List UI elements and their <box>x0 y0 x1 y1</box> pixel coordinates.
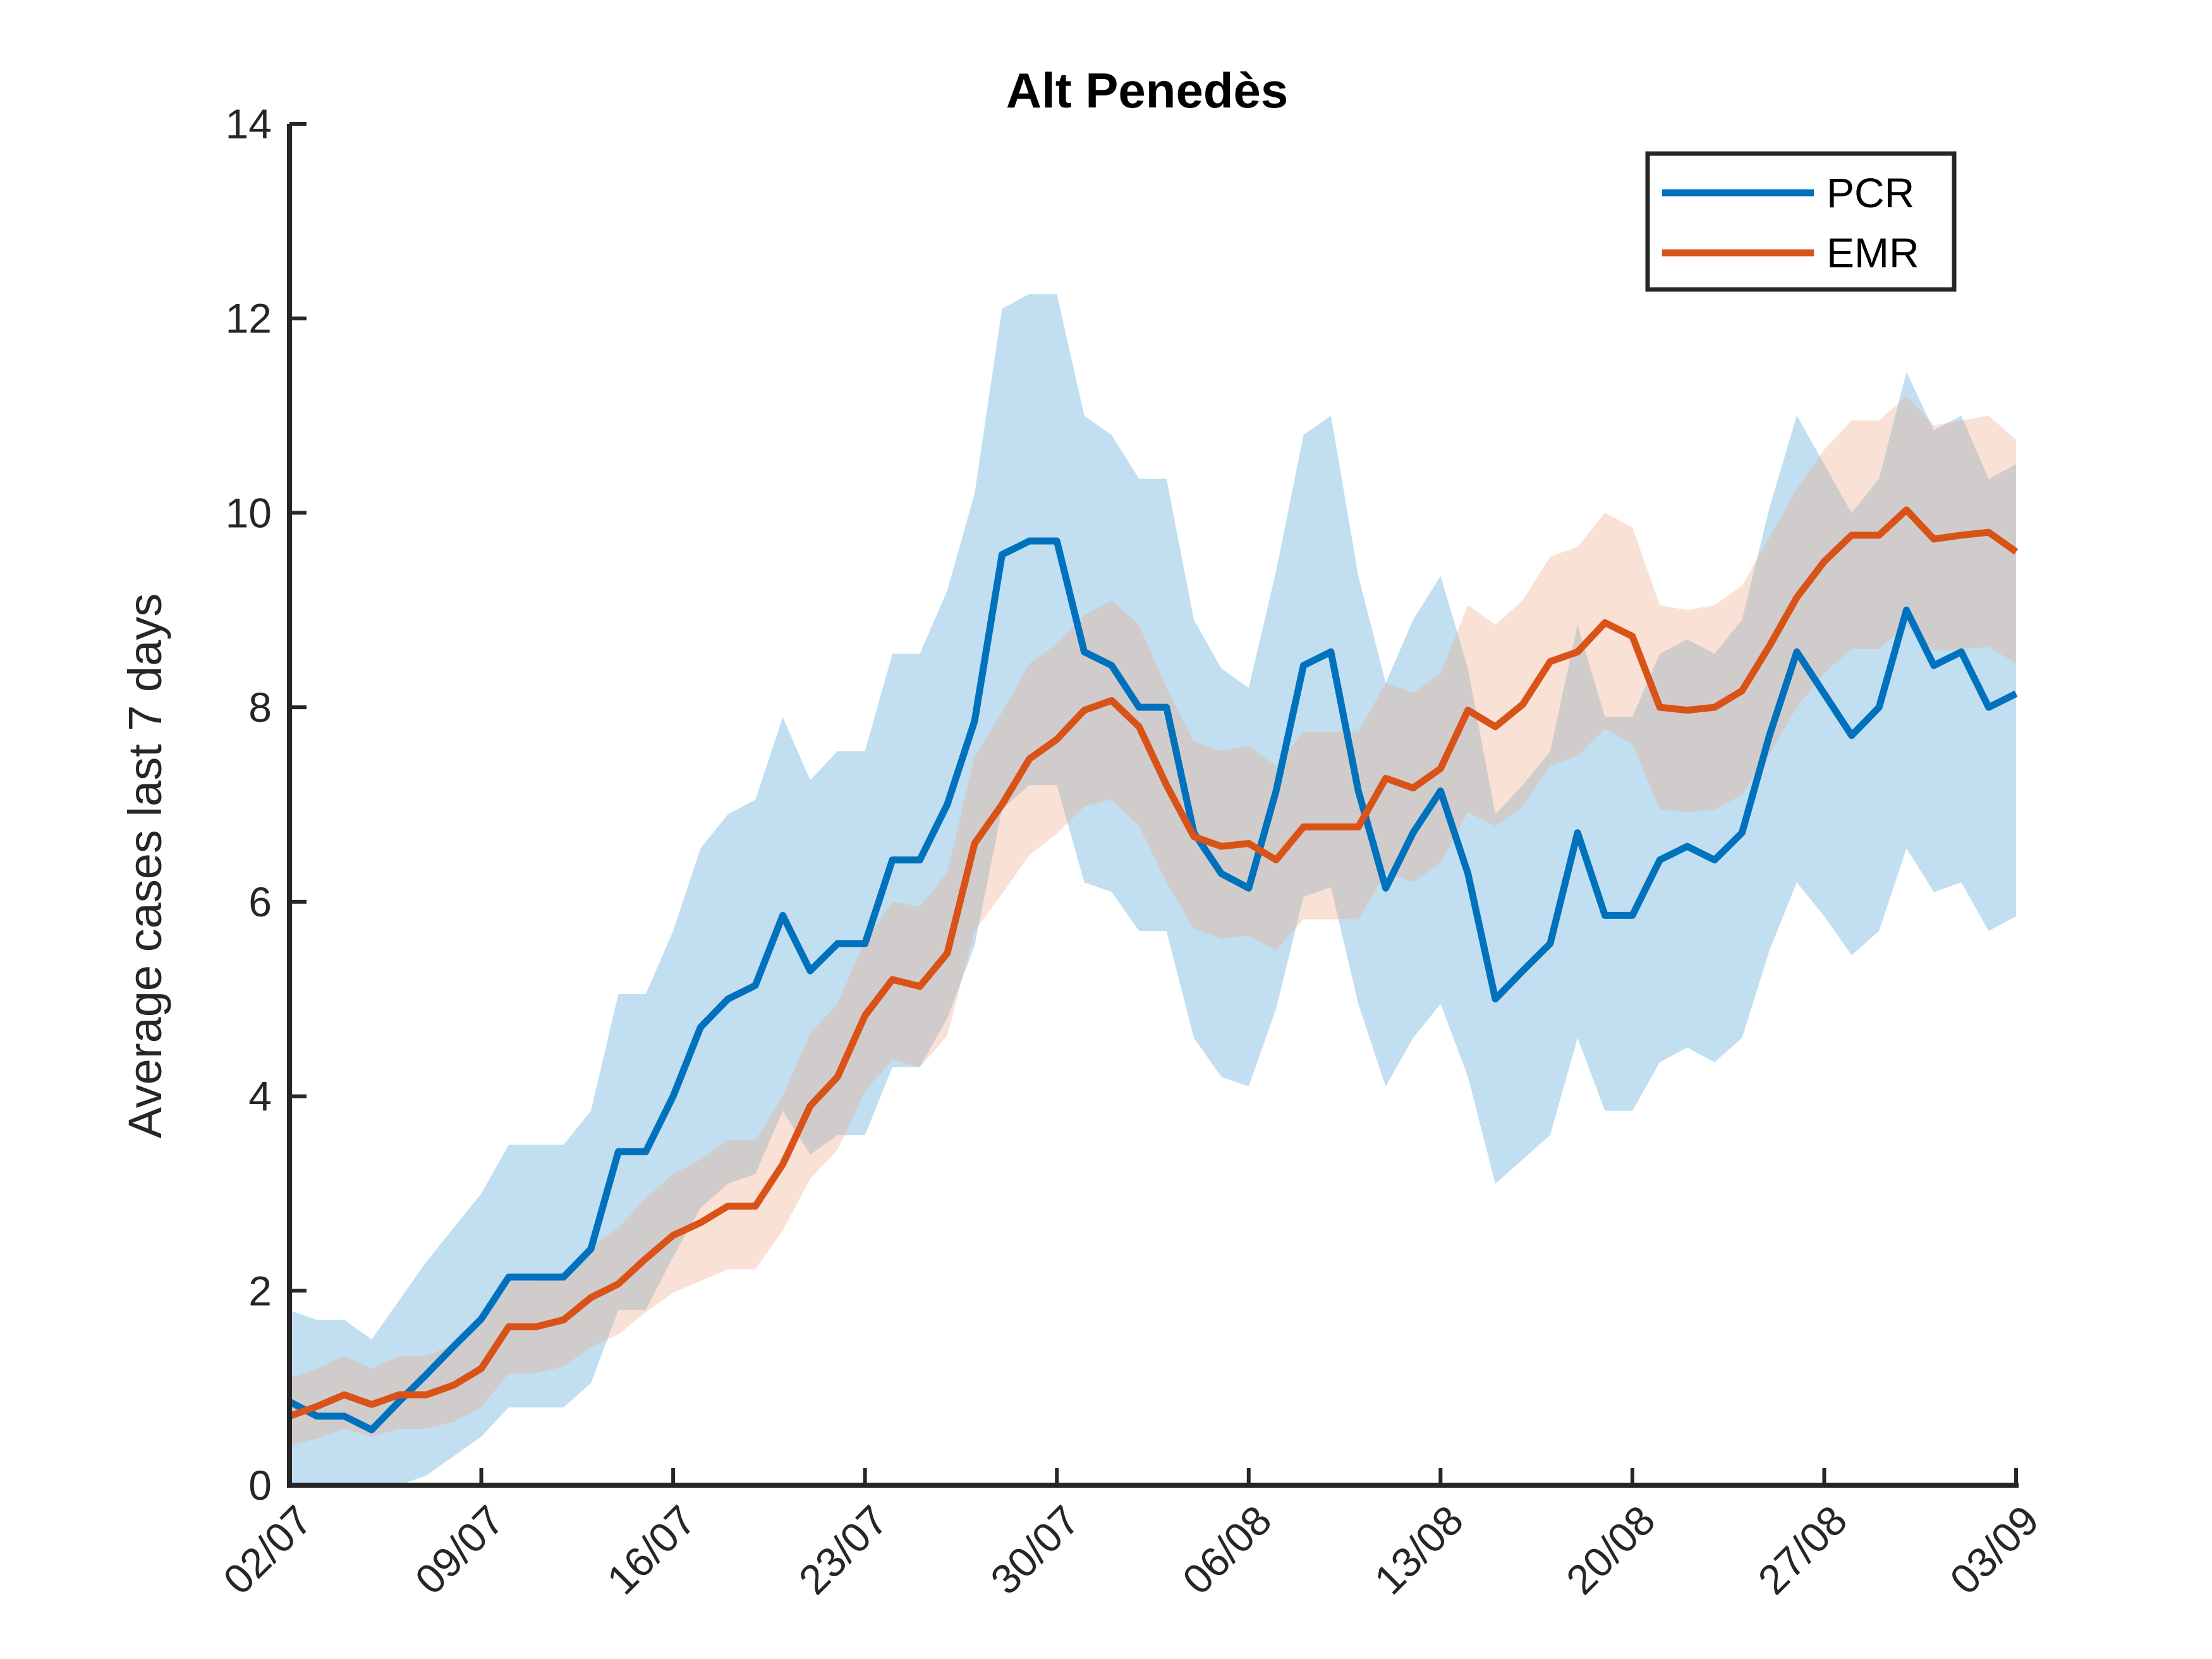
y-tick-label: 14 <box>226 100 272 147</box>
y-tick-label: 4 <box>248 1073 272 1120</box>
y-axis-label: Average cases last 7 days <box>119 593 171 1138</box>
legend-label-pcr: PCR <box>1826 169 1914 216</box>
y-tick-label: 8 <box>248 684 272 731</box>
line-emr <box>288 506 2019 1419</box>
band-emr <box>289 396 2016 1447</box>
axes <box>287 124 2019 1488</box>
y-tick-label: 6 <box>248 878 272 925</box>
y-tick-label: 0 <box>248 1462 272 1509</box>
legend: PCR EMR <box>1645 151 1957 292</box>
y-tick-label: 2 <box>248 1267 272 1314</box>
confidence-bands <box>289 294 2016 1485</box>
chart-title: Alt Penedès <box>1006 63 1288 118</box>
y-tick-label: 12 <box>226 295 272 342</box>
y-tick-label: 10 <box>226 489 272 536</box>
y-axis-ticks: 0 2 4 6 8 10 12 14 <box>226 100 307 1509</box>
line-pcr <box>288 537 2018 1433</box>
band-pcr <box>289 294 2016 1485</box>
series-lines <box>288 506 2019 1433</box>
legend-box <box>1645 151 1957 292</box>
legend-label-emr: EMR <box>1826 229 1919 276</box>
